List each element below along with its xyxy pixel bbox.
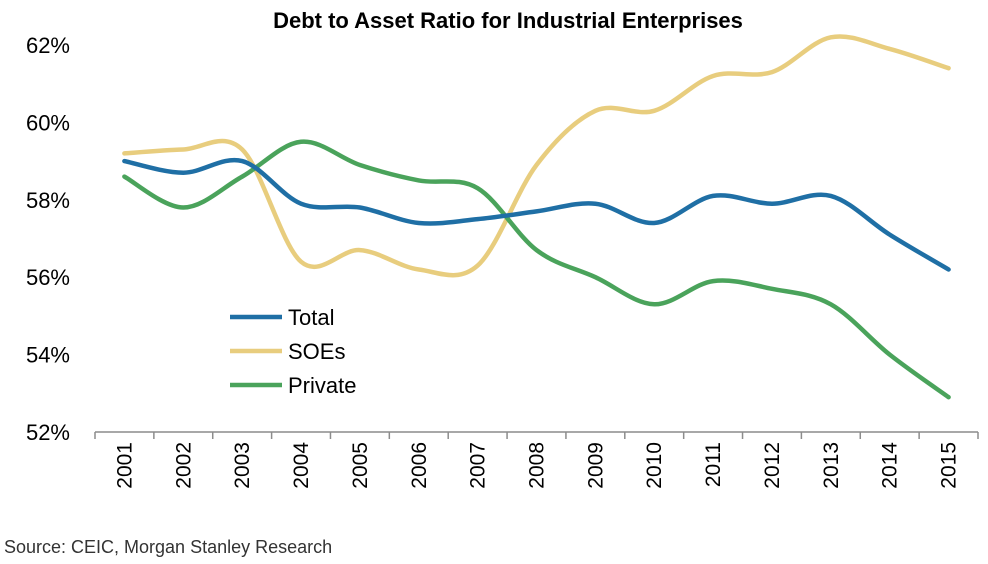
y-tick-label: 58% <box>26 188 70 213</box>
x-tick-label: 2014 <box>879 442 902 489</box>
x-tick-label: 2007 <box>467 442 490 489</box>
series-line-soes <box>122 34 951 278</box>
x-axis: 2001 2002 2003 2004 2005 2006 2007 2008 2009 2010… <box>94 431 979 489</box>
x-tick-label: 2001 <box>113 442 136 489</box>
series-line-total <box>122 157 951 272</box>
x-tick-label: 2011 <box>702 442 725 487</box>
x-tick-label: 2008 <box>526 442 549 489</box>
x-tick-label: 2005 <box>349 442 372 489</box>
y-tick-label: 62% <box>26 33 70 58</box>
series-line-private <box>122 139 951 400</box>
x-tick-label: 2012 <box>761 442 784 489</box>
legend-label-total: Total <box>288 305 334 330</box>
x-tick-label: 2002 <box>172 442 195 489</box>
legend-label-private: Private <box>288 373 356 398</box>
y-tick-label: 54% <box>26 343 70 368</box>
y-tick-label: 52% <box>26 420 70 445</box>
x-tick-label: 2013 <box>820 442 843 489</box>
legend: Total SOEs Private <box>230 305 356 398</box>
chart-title: Debt to Asset Ratio for Industrial Enter… <box>273 8 743 33</box>
x-tick-label: 2010 <box>643 442 666 489</box>
y-tick-label: 60% <box>26 110 70 135</box>
x-tick-label: 2003 <box>231 442 254 489</box>
x-tick-label: 2004 <box>290 442 313 489</box>
x-tick-label: 2006 <box>408 442 431 489</box>
legend-label-soes: SOEs <box>288 339 345 364</box>
y-axis: 52% 54% 56% 58% 60% 62% <box>26 33 70 445</box>
x-tick-label: 2015 <box>938 442 961 489</box>
series-lines <box>122 34 951 400</box>
y-tick-label: 56% <box>26 265 70 290</box>
source-note: Source: CEIC, Morgan Stanley Research <box>4 537 332 557</box>
x-tick-label: 2009 <box>584 442 607 489</box>
